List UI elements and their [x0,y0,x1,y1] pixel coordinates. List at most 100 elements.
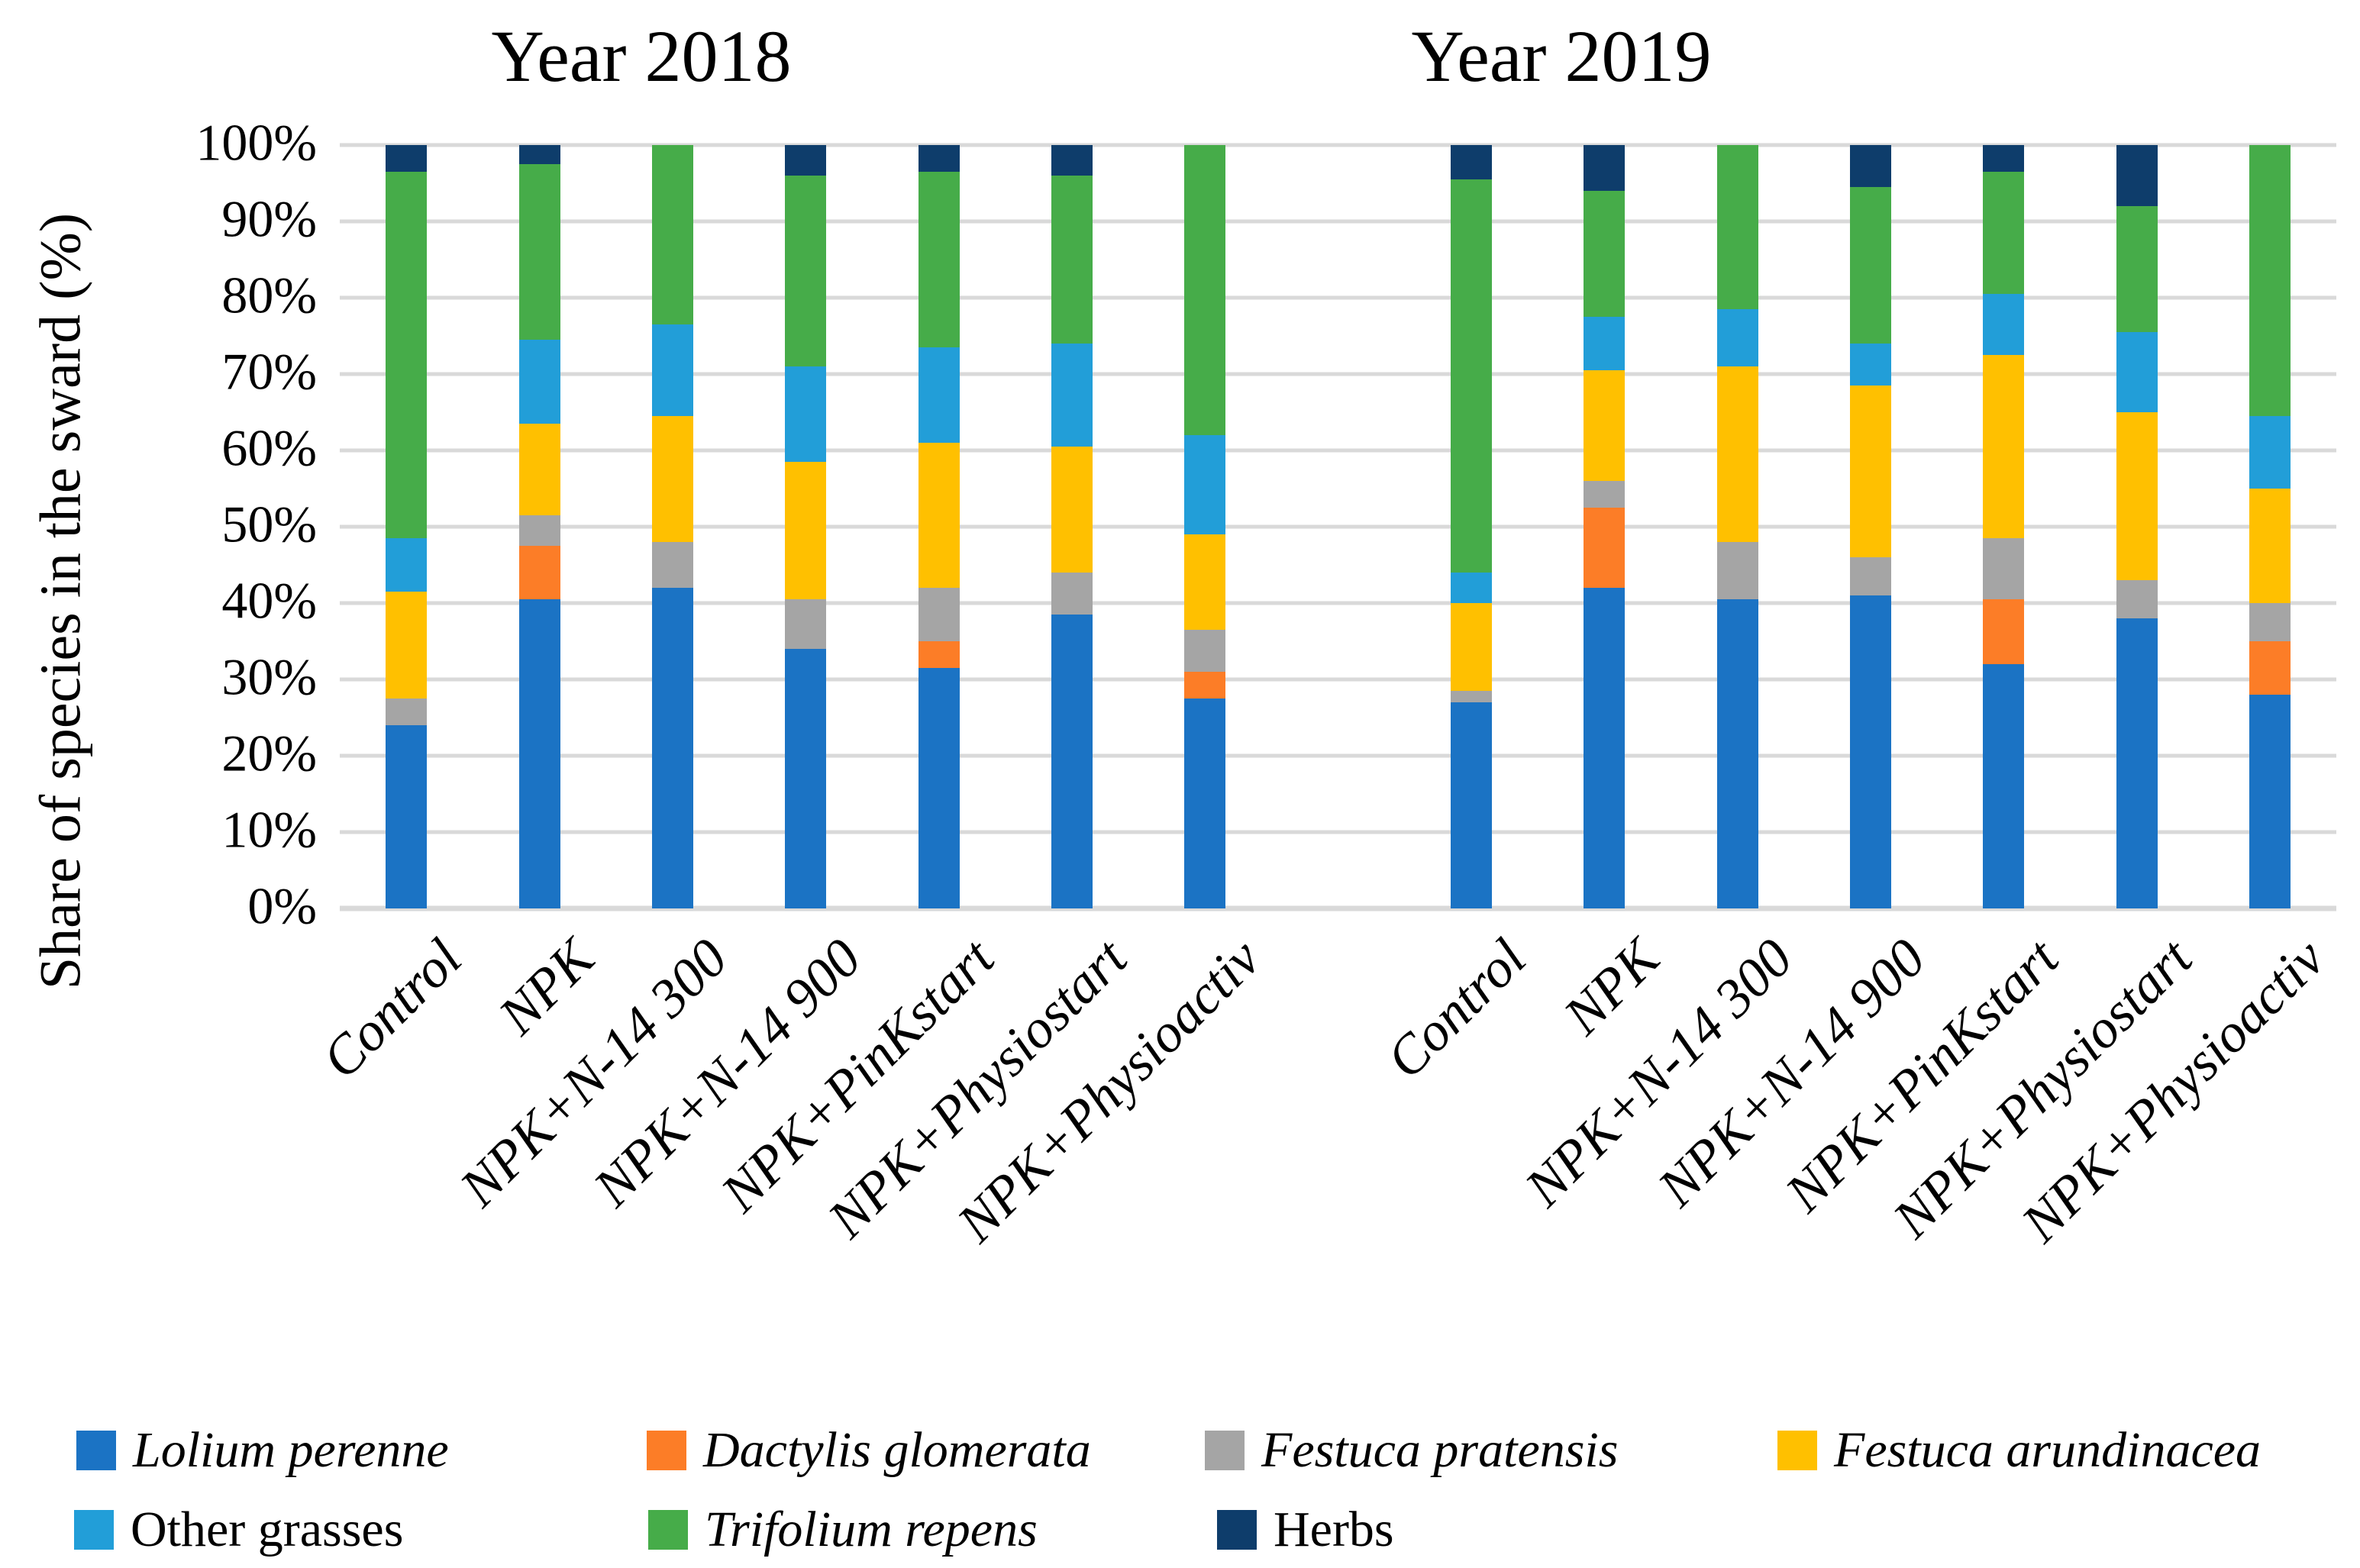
bar-segment-festuca-arundinacea [918,443,960,588]
bar-segment-dactylis-glomerata [2249,641,2291,695]
legend-item-lolium-perenne: Lolium perenne [76,1421,449,1479]
group-title-year-2018: Year 2018 [491,15,792,97]
bar-segment-other-grasses [1184,435,1226,534]
y-tick-label-0: 0% [247,876,317,935]
bar-2018-npk-physioactiv [1184,145,1226,908]
legend-item-other-grasses: Other grasses [74,1501,403,1559]
bar-segment-trifolium-repens [2249,145,2291,416]
bar-segment-lolium-perenne [2116,618,2158,908]
bar-segment-festuca-pratensis [1450,691,1492,702]
bar-segment-trifolium-repens [1983,172,2025,294]
bar-segment-festuca-arundinacea [1849,386,1891,557]
y-tick-label-30: 30% [221,647,317,706]
x-axis-label-2019-control: Control [1374,927,1538,1090]
bar-segment-trifolium-repens [918,172,960,347]
bar-segment-lolium-perenne [1983,664,2025,908]
bar-segment-lolium-perenne [1051,615,1093,908]
bar-2019-npk-n-14-300 [1716,145,1758,908]
legend-swatch-festuca-arundinacea [1777,1431,1817,1470]
bar-segment-herbs [518,145,560,164]
legend-label-lolium-perenne: Lolium perenne [133,1422,449,1478]
bar-segment-other-grasses [1983,294,2025,355]
bar-2019-npk-n-14-900 [1849,145,1891,908]
y-tick-label-20: 20% [221,724,317,782]
gridline-20 [340,753,2336,758]
legend-item-festuca-arundinacea: Festuca arundinacea [1777,1421,2261,1479]
gridline-30 [340,677,2336,682]
bar-segment-festuca-arundinacea [518,424,560,515]
bar-segment-trifolium-repens [518,164,560,340]
bar-segment-herbs [1584,145,1626,191]
gridline-10 [340,830,2336,834]
legend-swatch-other-grasses [74,1510,114,1550]
y-tick-label-60: 60% [221,418,317,477]
bar-2019-npk [1584,145,1626,908]
bar-segment-herbs [1450,145,1492,179]
bar-segment-festuca-pratensis [651,542,693,588]
bar-segment-festuca-arundinacea [386,592,428,699]
bar-2018-npk-physiostart [1051,145,1093,908]
bar-segment-herbs [785,145,827,176]
bar-2018-control [386,145,428,908]
bar-segment-festuca-arundinacea [1983,355,2025,538]
bar-segment-festuca-arundinacea [1051,447,1093,573]
bar-2018-npk-n-14-300 [651,145,693,908]
bar-segment-lolium-perenne [518,599,560,908]
bar-2018-npk-n-14-900 [785,145,827,908]
bar-segment-dactylis-glomerata [1983,599,2025,664]
legend-swatch-lolium-perenne [76,1431,116,1470]
legend-item-herbs: Herbs [1217,1501,1394,1559]
y-tick-label-70: 70% [221,342,317,401]
legend-item-festuca-pratensis: Festuca pratensis [1205,1421,1618,1479]
bar-2018-npk-pinkstart [918,145,960,908]
legend-label-other-grasses: Other grasses [131,1502,404,1557]
bar-segment-dactylis-glomerata [518,546,560,599]
bar-segment-herbs [918,145,960,172]
bar-segment-festuca-pratensis [518,515,560,546]
bar-segment-trifolium-repens [1450,179,1492,573]
bar-segment-festuca-arundinacea [2116,412,2158,580]
y-tick-label-40: 40% [221,571,317,630]
bar-segment-dactylis-glomerata [1584,508,1626,588]
bar-segment-lolium-perenne [918,668,960,908]
legend-label-trifolium-repens: Trifolium repens [705,1502,1038,1557]
bar-segment-herbs [1051,145,1093,176]
gridline-70 [340,372,2336,376]
bar-segment-festuca-arundinacea [651,416,693,542]
legend-swatch-trifolium-repens [648,1510,688,1550]
bar-segment-trifolium-repens [785,176,827,366]
bar-segment-herbs [2116,145,2158,206]
y-tick-label-90: 90% [221,189,317,248]
bar-segment-festuca-arundinacea [2249,489,2291,603]
y-tick-label-10: 10% [221,800,317,859]
bar-2019-npk-pinkstart [1983,145,2025,908]
legend-label-festuca-pratensis: Festuca pratensis [1261,1422,1619,1478]
bar-segment-festuca-pratensis [1716,542,1758,599]
legend-label-herbs: Herbs [1274,1502,1394,1557]
bar-segment-festuca-pratensis [1184,630,1226,672]
bar-2019-npk-physiostart [2116,145,2158,908]
bar-segment-other-grasses [1450,573,1492,603]
bar-segment-other-grasses [1849,344,1891,386]
bar-segment-trifolium-repens [2116,206,2158,332]
bar-segment-festuca-pratensis [1051,573,1093,615]
legend-item-trifolium-repens: Trifolium repens [648,1501,1038,1559]
bar-segment-lolium-perenne [1716,599,1758,908]
bar-2019-npk-physioactiv [2249,145,2291,908]
gridline-80 [340,295,2336,300]
bar-segment-festuca-pratensis [1983,538,2025,599]
bar-2019-control [1450,145,1492,908]
legend-swatch-dactylis-glomerata [647,1431,686,1470]
bar-segment-dactylis-glomerata [1184,672,1226,699]
gridline-60 [340,448,2336,453]
plot-area [340,143,2336,911]
bar-segment-lolium-perenne [651,588,693,908]
bar-segment-lolium-perenne [1184,699,1226,908]
bar-segment-festuca-arundinacea [1184,534,1226,630]
bar-segment-festuca-pratensis [386,699,428,725]
bar-segment-festuca-arundinacea [1584,370,1626,481]
bar-segment-festuca-pratensis [2249,603,2291,641]
bar-segment-festuca-pratensis [785,599,827,649]
bar-segment-trifolium-repens [386,172,428,538]
bar-segment-herbs [1849,145,1891,187]
